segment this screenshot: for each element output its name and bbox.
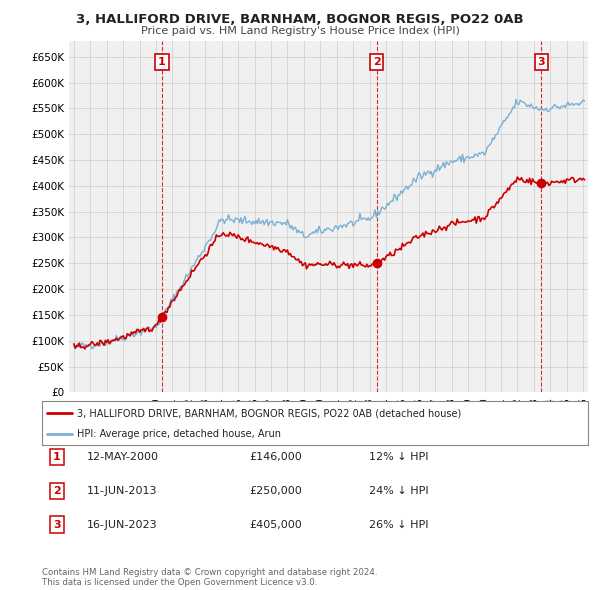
Text: £146,000: £146,000 (249, 453, 302, 462)
Text: 3, HALLIFORD DRIVE, BARNHAM, BOGNOR REGIS, PO22 0AB (detached house): 3, HALLIFORD DRIVE, BARNHAM, BOGNOR REGI… (77, 408, 462, 418)
Text: 12-MAY-2000: 12-MAY-2000 (87, 453, 159, 462)
Text: 3, HALLIFORD DRIVE, BARNHAM, BOGNOR REGIS, PO22 0AB: 3, HALLIFORD DRIVE, BARNHAM, BOGNOR REGI… (76, 13, 524, 26)
Text: Contains HM Land Registry data © Crown copyright and database right 2024.
This d: Contains HM Land Registry data © Crown c… (42, 568, 377, 587)
Text: 12% ↓ HPI: 12% ↓ HPI (369, 453, 428, 462)
Text: 24% ↓ HPI: 24% ↓ HPI (369, 486, 428, 496)
Text: 1: 1 (158, 57, 166, 67)
Text: 2: 2 (373, 57, 380, 67)
Text: 16-JUN-2023: 16-JUN-2023 (87, 520, 158, 529)
Text: 3: 3 (53, 520, 61, 529)
Text: 2: 2 (53, 486, 61, 496)
Text: 11-JUN-2013: 11-JUN-2013 (87, 486, 157, 496)
Text: 3: 3 (538, 57, 545, 67)
Text: £405,000: £405,000 (249, 520, 302, 529)
Text: £250,000: £250,000 (249, 486, 302, 496)
Text: HPI: Average price, detached house, Arun: HPI: Average price, detached house, Arun (77, 428, 281, 438)
Text: 1: 1 (53, 453, 61, 462)
Text: Price paid vs. HM Land Registry's House Price Index (HPI): Price paid vs. HM Land Registry's House … (140, 26, 460, 36)
Text: 26% ↓ HPI: 26% ↓ HPI (369, 520, 428, 529)
